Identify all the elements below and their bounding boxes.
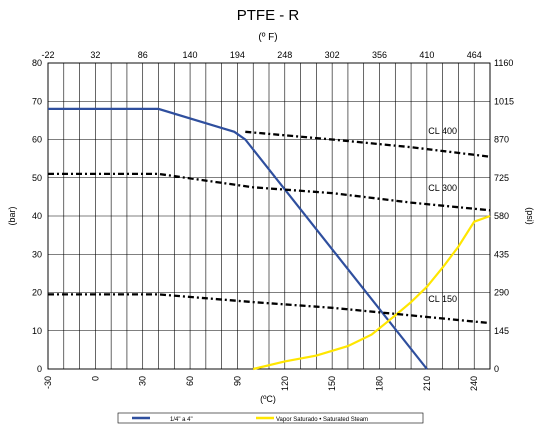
series-line-cl-300	[48, 172, 491, 212]
right-tick-label: 870	[494, 135, 509, 145]
plot-area: CL 400 CL 300 CL 150	[48, 107, 491, 371]
legend-label-2: Vapor Saturado • Saturated Steam	[276, 417, 368, 423]
x-tick-label: 180	[375, 376, 385, 391]
x-tick-label: 30	[138, 376, 148, 386]
x-tick-label: 120	[280, 376, 290, 391]
top-tick-label: 86	[138, 50, 148, 60]
top-tick-label: -22	[41, 50, 54, 60]
top-tick-label: 356	[372, 50, 387, 60]
x-tick-label: 210	[422, 376, 432, 391]
x-axis-label: (ºC)	[260, 394, 276, 404]
top-tick-label: 194	[230, 50, 245, 60]
top-tick-label: 464	[467, 50, 482, 60]
top-tick-label: 248	[277, 50, 292, 60]
left-axis-label: (bar)	[7, 206, 17, 225]
right-tick-label: 145	[494, 326, 509, 336]
y-tick-label: 0	[37, 364, 42, 374]
y-tick-label: 60	[32, 135, 42, 145]
right-tick-label: 580	[494, 211, 509, 221]
right-axis-label: (psi)	[525, 207, 535, 225]
y-tick-label: 80	[32, 58, 42, 68]
chart-title: PTFE - R	[237, 7, 300, 24]
annotation-label: CL 400	[428, 126, 457, 136]
x-tick-label: 60	[185, 376, 195, 386]
right-tick-label: 1160	[494, 58, 513, 68]
legend: 1/4" a 4" Vapor Saturado • Saturated Ste…	[117, 412, 424, 424]
top-axis-label: (º F)	[258, 32, 277, 43]
y-tick-label: 70	[32, 96, 42, 106]
x-tick-label: 0	[90, 376, 100, 381]
right-tick-label: 1015	[494, 96, 514, 106]
right-tick-label: 0	[494, 364, 499, 374]
y-tick-label: 20	[32, 288, 42, 298]
annotation-label: CL 300	[428, 183, 457, 193]
top-tick-label: 302	[325, 50, 340, 60]
grid	[47, 62, 491, 370]
y-tick-label: 40	[32, 211, 42, 221]
y-tick-label: 50	[32, 173, 42, 183]
x-tick-label: 150	[327, 376, 337, 391]
annotation-label: CL 150	[428, 294, 457, 304]
series-line-vapor-saturado-saturated-steam	[252, 214, 491, 371]
x-tick-label: -30	[43, 376, 53, 389]
right-tick-label: 290	[494, 288, 509, 298]
top-tick-label: 32	[90, 50, 100, 60]
legend-label-1: 1/4" a 4"	[170, 417, 193, 423]
series-line-cl-400	[245, 130, 491, 158]
x-tick-label: 240	[469, 376, 479, 391]
axis-ticks: -30 0 30 60 90 120 150 180 210 240010203040506070…	[32, 50, 514, 391]
x-tick-label: 90	[232, 376, 242, 386]
top-tick-label: 140	[183, 50, 198, 60]
top-tick-label: 410	[419, 50, 434, 60]
y-tick-label: 10	[32, 326, 42, 336]
series-line-1-4-a-4	[48, 107, 428, 370]
right-tick-label: 725	[494, 173, 509, 183]
right-tick-label: 435	[494, 249, 509, 259]
y-tick-label: 30	[32, 249, 42, 259]
